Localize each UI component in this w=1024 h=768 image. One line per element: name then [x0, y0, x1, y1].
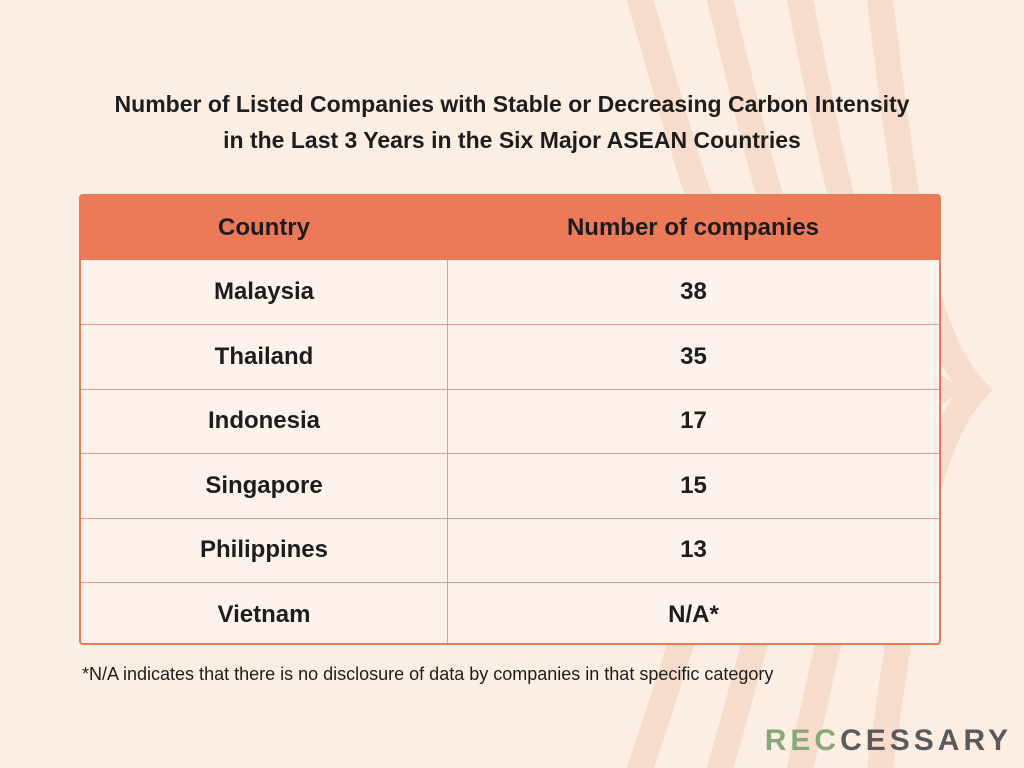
value-cell: 35 — [680, 343, 707, 371]
country-cell: Thailand — [81, 325, 448, 389]
table-row: Thailand 35 — [81, 324, 939, 389]
table-row: Singapore 15 — [81, 453, 939, 518]
header-country: Country — [218, 214, 310, 241]
table-row: Philippines 13 — [81, 517, 939, 582]
footnote: *N/A indicates that there is no disclosu… — [82, 664, 774, 684]
value-cell: 17 — [680, 407, 707, 435]
table-row: Indonesia 17 — [81, 388, 939, 454]
logo-part-1: REC — [764, 724, 841, 757]
title-line-1: Number of Listed Companies with Stable o… — [114, 91, 910, 117]
table-row: Malaysia 38 — [81, 260, 939, 325]
country-cell: Malaysia — [81, 260, 448, 325]
chart-title: Number of Listed Companies with Stable o… — [0, 86, 1024, 158]
title-line-2: in the Last 3 Years in the Six Major ASE… — [223, 127, 801, 153]
logo-part-2: CESSARY — [840, 724, 1012, 757]
value-cell: 13 — [680, 536, 707, 564]
value-cell: 15 — [680, 471, 707, 499]
header-number-of-companies: Number of companies — [566, 214, 820, 241]
table-row: Vietnam N/A* — [81, 581, 939, 643]
country-cell: Indonesia — [81, 389, 448, 454]
country-cell: Singapore — [81, 454, 448, 518]
data-table: Country Number of companies Malaysia 38 … — [79, 194, 941, 645]
value-cell: N/A* — [668, 600, 719, 628]
reccessary-logo: RECCESSARY — [765, 724, 1012, 758]
table-header: Country Number of companies — [81, 196, 939, 260]
country-cell: Vietnam — [81, 582, 448, 643]
country-cell: Philippines — [81, 518, 448, 582]
value-cell: 38 — [680, 278, 707, 306]
